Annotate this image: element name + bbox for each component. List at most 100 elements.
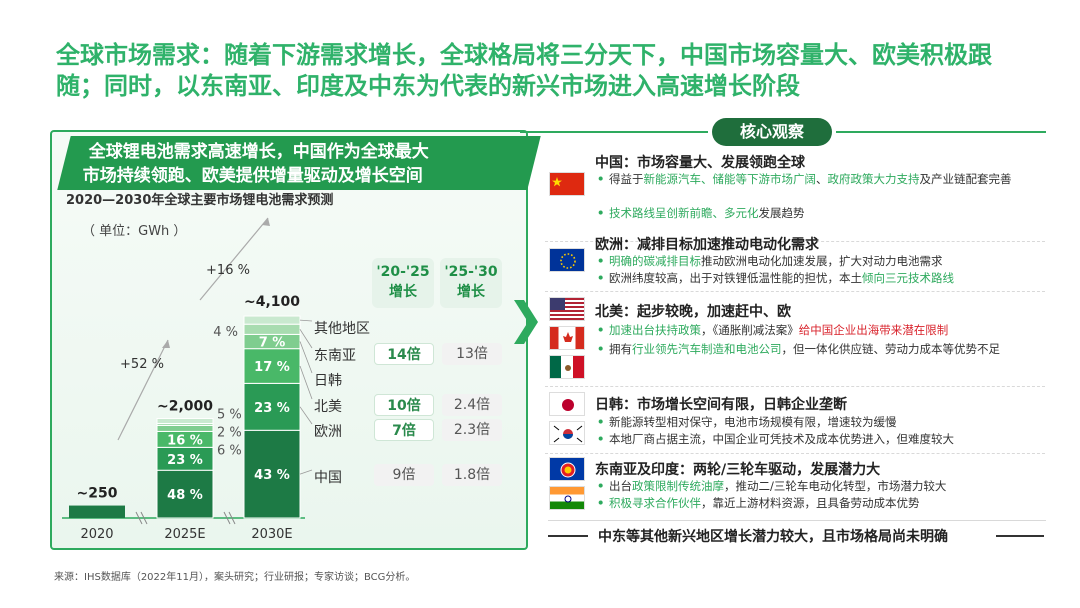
highlight-span: 新能源汽车、储能等下游市场广阔	[643, 172, 817, 186]
highlight-red-span: 给中国企业出海带来潜在限制	[798, 323, 949, 337]
region-head-china: 中国：市场容量大、发展领跑全球	[595, 155, 805, 171]
highlight-span: 政府政策大力支持	[827, 172, 920, 186]
region-sea-india: 东南亚及印度：两轮/三轮车驱动，发展潜力大 出台政策限制传统油摩，推动二/三轮车…	[545, 455, 1045, 517]
axis-break	[140, 511, 148, 525]
na-bullet-2: 拥有行业领先汽车制造和电池公司，但一体化供应链、劳动力成本等优势不足	[597, 342, 1039, 357]
growth-arrow-2	[199, 217, 269, 301]
bar-data-label: 23 %	[254, 401, 290, 416]
axis-break	[135, 511, 143, 525]
bar-segment	[156, 469, 214, 519]
growth-header-25-30: '25-'30 增长	[440, 258, 502, 308]
region-label-na: 北美	[314, 399, 342, 415]
china-flag-icon	[549, 172, 585, 196]
region-head-sea-india: 东南亚及印度：两轮/三轮车驱动，发展潜力大	[595, 462, 881, 478]
bar-segment	[243, 315, 301, 325]
highlight-span: 加速出台扶持政策	[609, 323, 701, 337]
text-span: 得益于	[609, 172, 644, 186]
text-span: ，靠近上游材料资源，且具备劳动成本优势	[701, 496, 920, 510]
growth-20-25-eu: 7倍	[374, 419, 434, 441]
text-span: 及产业链配套完善	[919, 172, 1012, 186]
region-label-other: 其他地区	[314, 321, 370, 337]
highlight-span: 行业领先汽车制造和电池公司	[632, 342, 782, 356]
region-label-eu: 欧洲	[314, 424, 342, 440]
x-tick-label: 2025E	[164, 527, 205, 542]
x-tick-label: 2020	[80, 527, 113, 542]
bottom-band: 中东等其他新兴地区增长潜力较大，且市场格局尚未明确	[548, 520, 1046, 546]
jpkr-bullet-1: 新能源转型相对保守，电池市场规模有限，增速较为缓慢	[597, 415, 1039, 430]
region-head-europe: 欧洲：减排目标加速推动电动化需求	[595, 237, 819, 253]
mexico-flag-icon	[549, 355, 585, 379]
growth-header-20-25: '20-'25 增长	[372, 258, 434, 308]
growth-20-25-cn: 9倍	[374, 464, 434, 486]
region-label-jpkr: 日韩	[314, 373, 342, 389]
text-span: ，《通胀削减法案》	[701, 323, 799, 337]
sea-bullet-2: 积极寻求合作伙伴，靠近上游材料资源，且具备劳动成本优势	[597, 496, 1039, 511]
growth-arrow-1	[117, 339, 169, 441]
canada-flag-icon	[549, 326, 585, 350]
bar-total-label: ~2,000	[157, 398, 213, 414]
growth-20-25-sea: 14倍	[374, 343, 434, 365]
bar-total-label: ~250	[77, 486, 118, 502]
growth-25-30-sea: 13倍	[442, 343, 502, 365]
x-tick-label: 2030E	[251, 527, 292, 542]
region-head-north-america: 北美：起步较晚，加速赶中、欧	[595, 304, 791, 320]
growth-25-30-na: 2.4倍	[442, 394, 502, 416]
bar-segment	[156, 417, 214, 424]
highlight-span: 政策限制传统油摩	[632, 479, 724, 493]
text-span: 发展趋势	[758, 206, 805, 220]
bar-data-label: 43 %	[254, 468, 290, 483]
bar-segment	[243, 382, 301, 431]
europe-bullet-2: 欧洲纬度较高，出于对铁锂低温性能的担忧，本土倾向三元技术路线	[597, 271, 1039, 286]
asean-flag-icon	[549, 457, 585, 481]
highlight-span: 倾向三元技术路线	[862, 271, 954, 285]
sea-bullet-1: 出台政策限制传统油摩，推动二/三轮车电动化转型，市场潜力较大	[597, 479, 1039, 494]
bottom-line-right	[996, 535, 1044, 537]
korea-flag-icon	[549, 421, 585, 445]
core-observation-tag: 核心观察	[712, 118, 832, 146]
us-flag-canton	[550, 298, 565, 310]
leader-line	[299, 319, 313, 322]
text-span: 、	[816, 172, 828, 186]
china-bullet-2: 技术路线呈创新前瞻、多元化发展趋势	[597, 206, 1039, 221]
bar-segment	[243, 348, 301, 384]
bar-data-label: 17 %	[254, 360, 290, 375]
growth-20-25-na: 10倍	[374, 394, 434, 416]
text-span: ，但一体化供应链、劳动力成本等优势不足	[781, 342, 1001, 356]
bar-segment	[69, 505, 125, 518]
cagr-label-2: +16 %	[206, 263, 250, 278]
europe-bullet-1: 明确的碳减排目标推动欧洲电动化加速发展，扩大对动力电池需求	[597, 254, 1039, 269]
bar-segment	[156, 424, 214, 432]
text-span: 新能源转型相对保守，电池市场规模有限，增速较为缓慢	[609, 415, 897, 429]
leader-line	[299, 365, 313, 400]
growth-arrow-2-head	[262, 218, 270, 226]
page-title: 全球市场需求：随着下游需求增长，全球格局将三分天下，中国市场容量大、欧美积极跟随…	[56, 41, 992, 100]
india-flag-icon	[549, 486, 585, 510]
growth-header-25-30-line1: '25-'30	[444, 264, 498, 280]
growth-header-25-30-line2: 增长	[457, 284, 485, 300]
china-bullet-1: 得益于新能源汽车、储能等下游市场广阔、政府政策大力支持及产业链配套完善	[597, 172, 1039, 187]
text-span: 出台	[609, 479, 632, 493]
region-europe: 欧洲：减排目标加速推动电动化需求 明确的碳减排目标推动欧洲电动化加速发展，扩大对…	[545, 228, 1045, 292]
stacked-bar-chart: ~250 2020 48 % 23 % 16 % ~2,000 2025E 43 % 23 % 1…	[62, 217, 313, 542]
side-label: 6 %	[217, 443, 242, 458]
text-span: ，推动二/三轮车电动化转型，市场潜力较大	[724, 479, 947, 493]
region-japan-korea: 日韩：市场增长空间有限，日韩企业垄断 新能源转型相对保守，电池市场规模有限，增速…	[545, 388, 1045, 454]
chart-title: 2020—2030年全球主要市场锂电池需求预测	[66, 193, 334, 208]
chevron-right-icon	[514, 300, 538, 344]
axis-break	[223, 511, 231, 525]
highlight-span: 积极寻求合作伙伴	[609, 496, 701, 510]
leader-line	[299, 406, 313, 425]
core-line-right	[836, 131, 1046, 133]
growth-25-30-cn: 1.8倍	[442, 464, 502, 486]
na-bullet-1: 加速出台扶持政策，《通胀削减法案》给中国企业出海带来潜在限制	[597, 323, 1039, 338]
region-head-japan-korea: 日韩：市场增长空间有限，日韩企业垄断	[595, 397, 847, 413]
jpkr-bullet-2: 本地厂商占据主流，中国企业可凭技术及成本优势进入，但难度较大	[597, 432, 1039, 447]
bar-data-label: 48 %	[167, 488, 203, 503]
text-span: 拥有	[609, 342, 632, 356]
region-north-america: 北美：起步较晚，加速赶中、欧 加速出台扶持政策，《通胀削减法案》给中国企业出海带…	[545, 295, 1045, 387]
leader-line	[299, 329, 313, 349]
chart-unit: （ 单位：GWh ）	[82, 224, 187, 239]
text-span: 欧洲纬度较高，出于对铁锂低温性能的担忧，本土	[609, 271, 862, 285]
eu-flag-icon	[549, 248, 585, 272]
text-span: 本地厂商占据主流，中国企业可凭技术及成本优势进入，但难度较大	[609, 432, 954, 446]
